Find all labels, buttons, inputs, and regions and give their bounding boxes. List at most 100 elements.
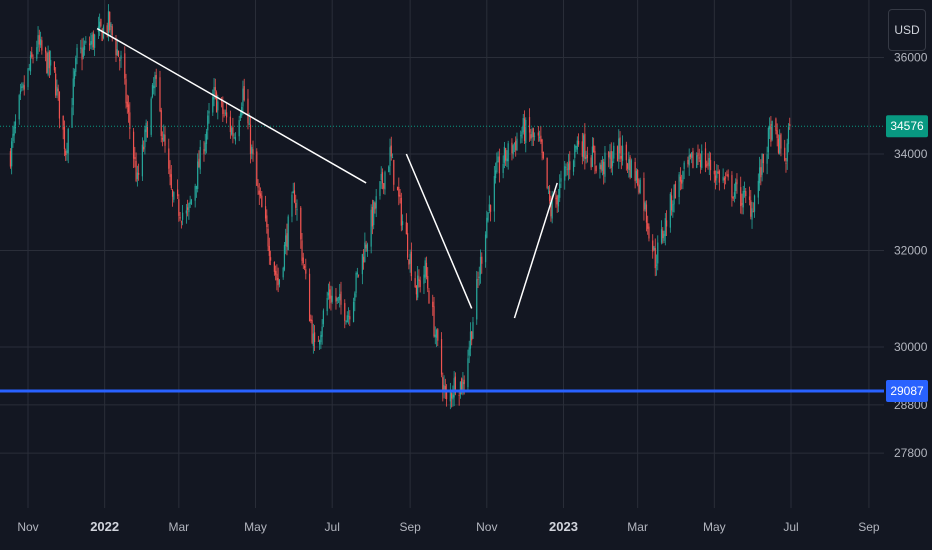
candle-body <box>319 340 321 345</box>
x-axis[interactable]: Nov 2022 Mar May Jul Sep Nov 2023 Mar May Jul Sep <box>17 519 880 534</box>
candle-body <box>270 257 272 261</box>
candle-body <box>531 131 533 138</box>
candle-body <box>182 212 184 220</box>
candle-body <box>479 256 482 275</box>
candle-body <box>106 25 108 33</box>
candle-body <box>652 240 654 252</box>
candle-body <box>722 176 724 181</box>
candle-body <box>126 101 128 108</box>
candle-body <box>295 202 297 208</box>
candle-body <box>704 148 707 168</box>
candle-body <box>119 59 121 61</box>
candle-body <box>329 289 331 299</box>
candle-body <box>135 160 137 182</box>
candle-body <box>620 155 622 159</box>
currency-label[interactable]: USD <box>888 9 926 51</box>
candle-body <box>56 86 58 96</box>
candle-body <box>577 140 580 145</box>
candle-body <box>345 321 347 322</box>
candle-body <box>513 143 516 145</box>
candle-body <box>356 272 358 275</box>
price-lines <box>0 125 884 393</box>
candle-body <box>572 160 575 172</box>
candle-body <box>144 129 146 148</box>
candle-body <box>239 113 242 118</box>
candle-body <box>38 35 40 45</box>
candle-body <box>179 217 181 219</box>
candle-body <box>516 138 518 151</box>
candle-body <box>36 47 38 59</box>
candle-body <box>388 166 390 173</box>
candle-body <box>417 275 419 298</box>
candle-body <box>443 384 445 390</box>
x-tick-label: Sep <box>399 520 421 534</box>
candle-body <box>76 47 78 58</box>
candle-body <box>735 182 737 191</box>
candle-body <box>628 159 630 171</box>
candle-body <box>164 134 166 146</box>
candle-body <box>283 244 286 270</box>
candle-body <box>611 161 614 167</box>
candle-body <box>391 157 394 159</box>
candle-body <box>603 161 605 175</box>
candle-body <box>370 209 372 247</box>
candle-body <box>190 199 193 205</box>
candle-body <box>462 382 464 394</box>
candle-body <box>312 333 314 347</box>
y-tick-label: 30000 <box>894 340 928 354</box>
candle-body <box>233 137 235 139</box>
candle-body <box>757 180 759 198</box>
candle-body <box>143 146 145 150</box>
candle-body <box>567 163 570 171</box>
candle-body <box>451 393 453 399</box>
candle-body <box>458 395 460 396</box>
candle-body <box>381 172 384 184</box>
candle-body <box>585 156 587 160</box>
candle-body <box>154 75 156 89</box>
candle-body <box>716 170 718 179</box>
candle-body <box>153 85 155 89</box>
x-tick-label: May <box>244 520 267 534</box>
candle-body <box>444 386 446 391</box>
candle-body <box>357 274 360 276</box>
candle-body <box>337 297 340 298</box>
candle-body <box>497 156 499 163</box>
candle-body <box>53 61 55 71</box>
candle-body <box>32 58 34 60</box>
candle-body <box>195 185 198 189</box>
candle-body <box>326 298 328 312</box>
candle-body <box>713 170 715 175</box>
candle-body <box>320 335 322 343</box>
candle-body <box>374 203 376 210</box>
candle-body <box>486 217 488 238</box>
candle-body <box>99 21 101 30</box>
candle-body <box>205 131 208 144</box>
candle-body <box>208 111 210 114</box>
candle-body <box>223 114 225 116</box>
candle-body <box>551 200 553 219</box>
candle-body <box>469 331 472 349</box>
candle-body <box>502 163 504 173</box>
candle-body <box>176 189 179 197</box>
candle-body <box>629 157 631 178</box>
candle-body <box>115 37 117 56</box>
candle-body <box>689 154 692 158</box>
candle-body <box>599 163 601 170</box>
candle-body <box>560 178 562 182</box>
candle-body <box>752 211 754 213</box>
y-tick-label: 27800 <box>894 446 928 460</box>
candle-body <box>12 133 14 142</box>
candle-body <box>569 161 571 170</box>
candle-body <box>434 334 436 338</box>
candle-body <box>169 169 171 177</box>
candle-body <box>760 167 762 178</box>
candle-body <box>224 112 226 114</box>
candle-body <box>707 162 709 165</box>
candle-body <box>331 295 333 302</box>
candle-body <box>487 212 489 221</box>
candle-body <box>660 229 663 243</box>
candle-body <box>31 52 33 57</box>
candle-body <box>19 90 22 94</box>
